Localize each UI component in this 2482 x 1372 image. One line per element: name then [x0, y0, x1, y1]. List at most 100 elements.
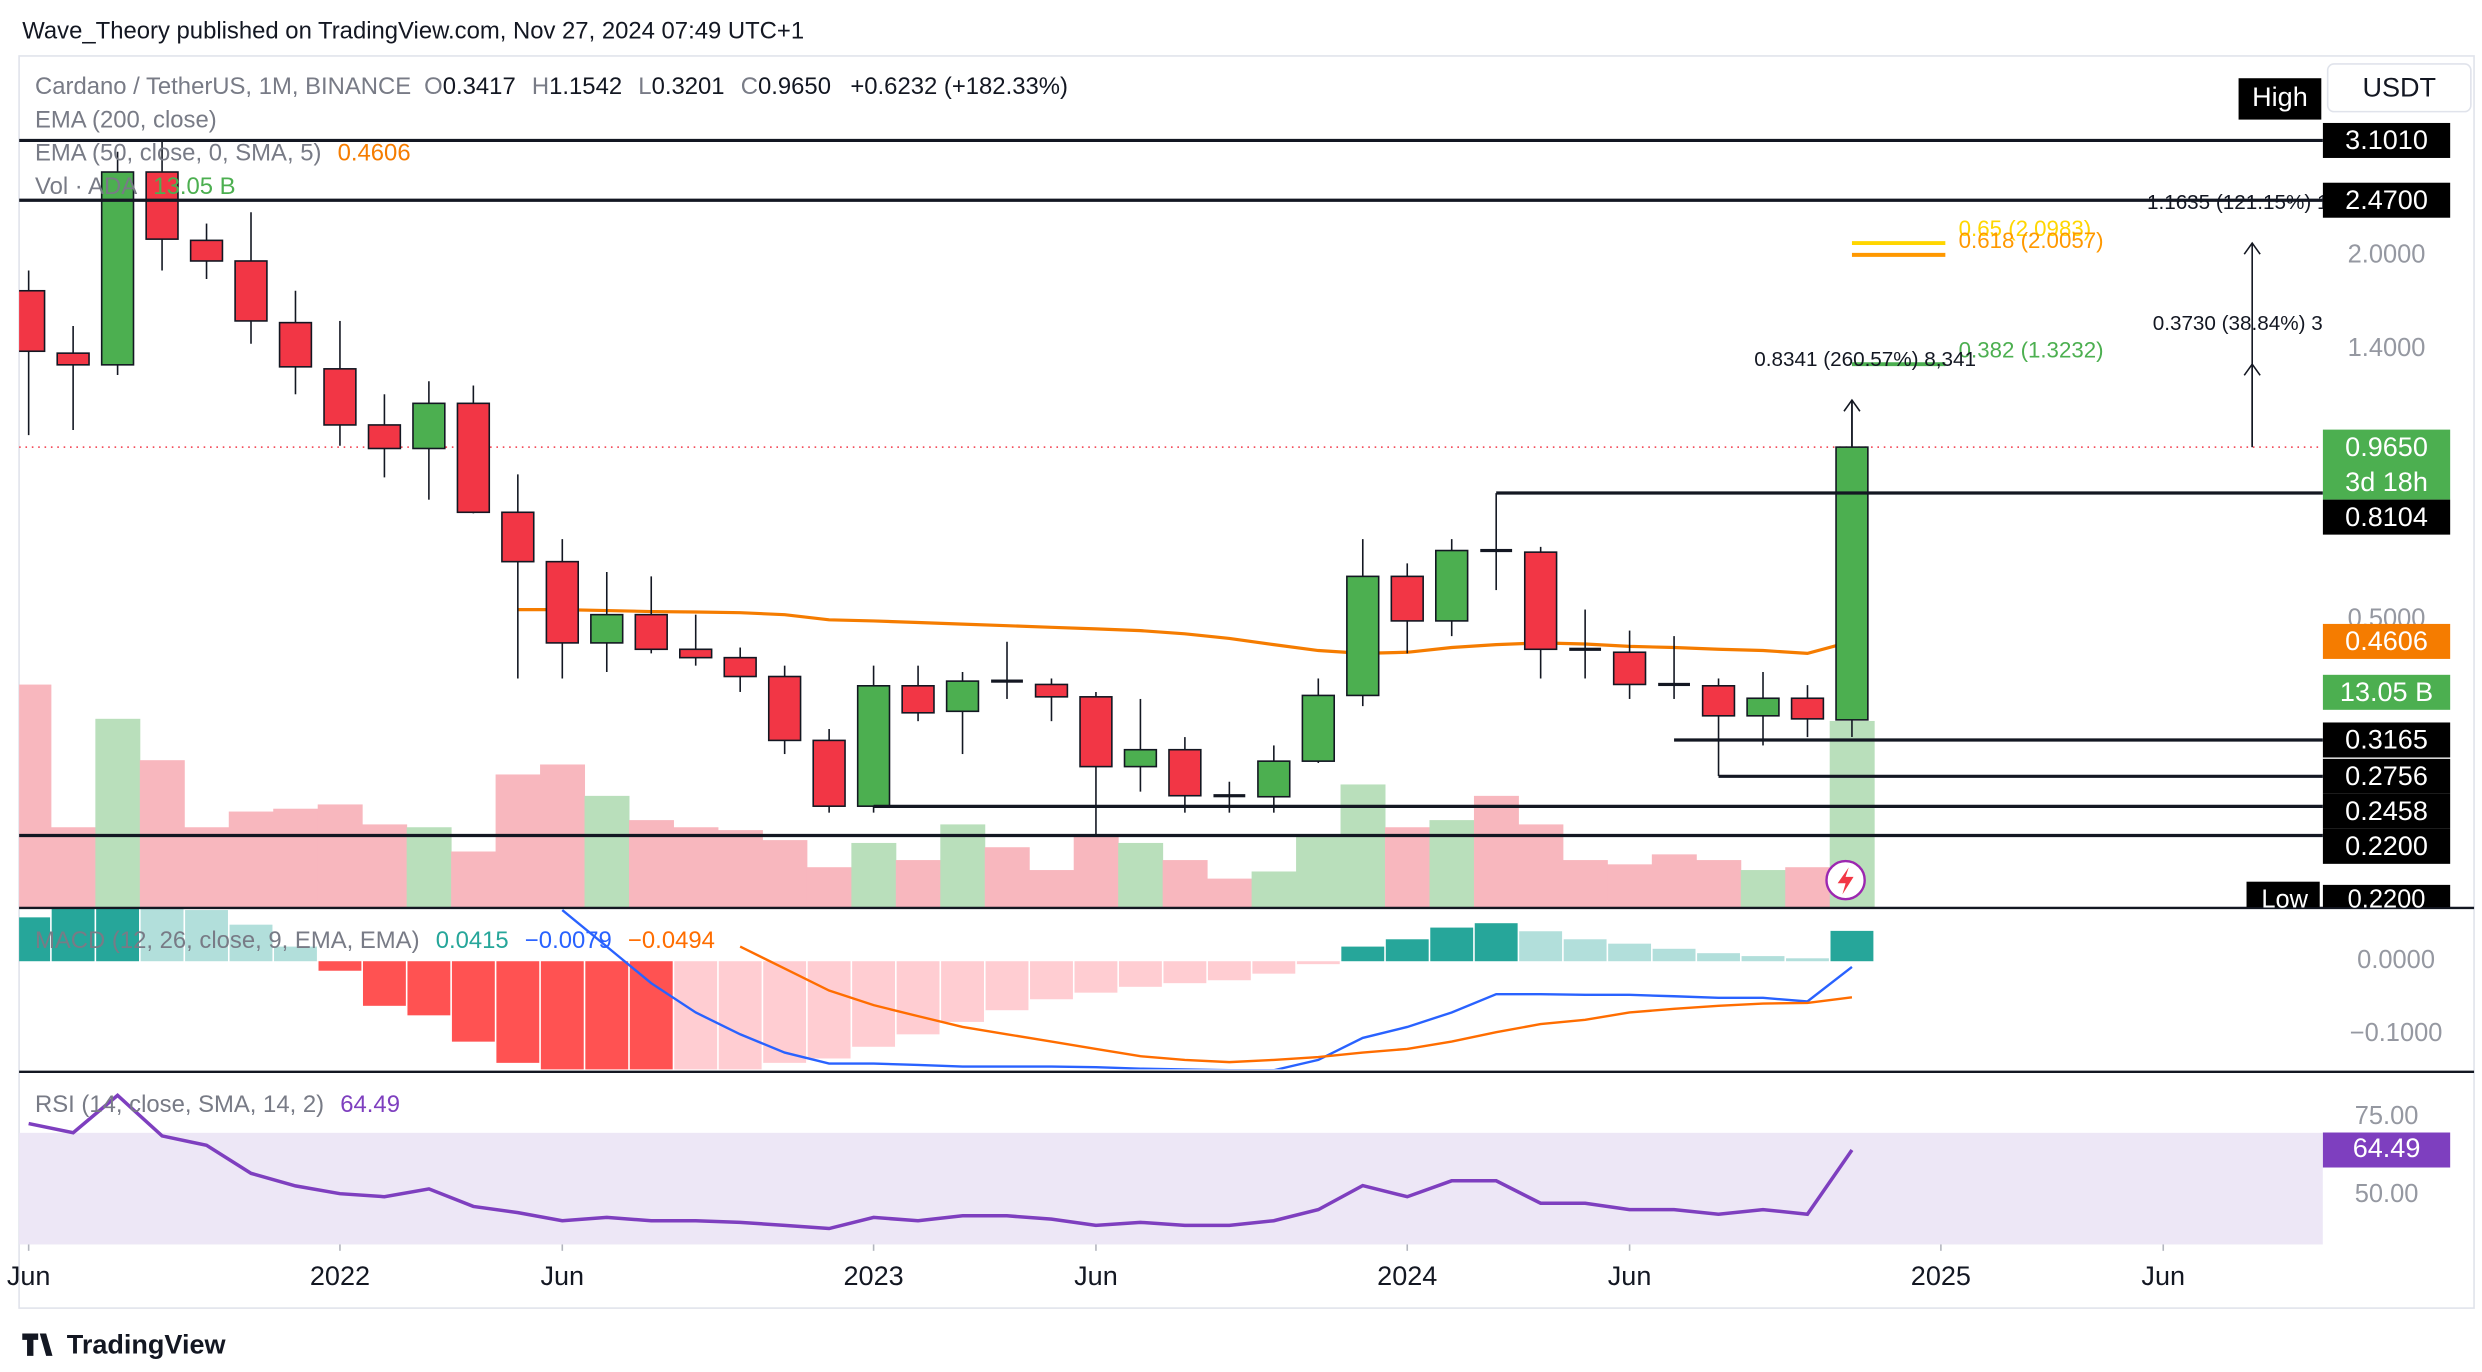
candle-body	[767, 675, 802, 742]
volume-bar	[1162, 860, 1208, 908]
macd-histogram-bar	[1652, 948, 1696, 962]
legend-open: 0.3417	[443, 73, 516, 100]
macd-histogram-bar	[1118, 961, 1162, 987]
volume-title: Vol · ADA	[35, 173, 137, 200]
volume-bar	[1518, 824, 1564, 908]
legend-key: O	[424, 73, 443, 100]
ema50-line	[517, 608, 1853, 655]
y-tick-label: 75.00	[2355, 1102, 2419, 1130]
x-tick-label: Jun	[1608, 1261, 1652, 1291]
price-label: 0.3165	[2345, 725, 2428, 755]
candle-body	[189, 239, 224, 262]
low-box	[2246, 881, 2320, 908]
candle-body	[590, 613, 624, 644]
signal-value: −0.0494	[628, 927, 715, 954]
fib-label: 0.65 (2.0983)	[1959, 216, 2091, 241]
candle-body	[1123, 748, 1158, 768]
candle-body	[856, 685, 891, 807]
macd-histogram-bar	[362, 961, 406, 1006]
candle-body	[56, 352, 90, 366]
currency-label: USDT	[2362, 73, 2436, 103]
ema200-legend: EMA (200, close)	[35, 106, 217, 133]
low-value: 0.2200	[2348, 886, 2426, 914]
macd-line	[739, 945, 1853, 1064]
measure-label: 1.1635 (121.15%) 1	[2147, 191, 2329, 214]
price-legend: Cardano / TetherUS, 1M, BINANCE O0.3417 …	[35, 73, 1068, 100]
macd-histogram-bar	[1296, 961, 1340, 965]
low-value-box	[2322, 884, 2451, 908]
volume-bar	[139, 760, 185, 908]
macd-histogram-bar	[985, 961, 1029, 1011]
candle-body	[1523, 551, 1558, 651]
volume-bar	[1696, 860, 1742, 908]
macd-hist-value: 0.0415	[436, 927, 509, 954]
macd-histogram-bar	[807, 961, 851, 1059]
measure-arrowhead	[2243, 241, 2261, 255]
macd-histogram-bar	[1385, 939, 1429, 962]
volume-bar	[940, 824, 986, 908]
x-tick-label: 2023	[844, 1261, 904, 1291]
volume-bar	[584, 795, 630, 908]
rsi-label-box	[2322, 1132, 2451, 1168]
x-tick-label: Jun	[7, 1261, 51, 1291]
x-tick-label: 2025	[1911, 1261, 1971, 1291]
macd-histogram-bar	[1830, 930, 1874, 962]
rsi-label: 64.49	[2353, 1133, 2421, 1163]
volume-bar	[717, 830, 763, 908]
volume-bar	[1029, 870, 1075, 908]
candle-body	[1213, 794, 1246, 798]
candle-body	[1390, 575, 1424, 622]
volume-bar	[1385, 827, 1430, 908]
currency-button[interactable]	[2326, 63, 2472, 113]
candle-body	[1257, 760, 1291, 798]
price-pane: 0.65 (2.0983)0.618 (2.0057) 0.382 (1.3232…	[19, 138, 2329, 908]
macd-histogram-bar	[1030, 961, 1073, 1000]
volume-bar	[1651, 854, 1697, 908]
volume-bar	[1207, 878, 1253, 908]
y-tick-label: 50.00	[2355, 1180, 2419, 1208]
candle-body	[812, 739, 846, 807]
macd-histogram-bar	[318, 961, 362, 971]
volume-bar	[1740, 870, 1786, 908]
price-label-box	[2322, 793, 2451, 829]
candle-body	[412, 402, 446, 450]
volume-bar	[629, 820, 674, 908]
volume-bar	[673, 827, 719, 908]
ema50-legend: EMA (50, close, 0, SMA, 5) 0.4606	[35, 140, 411, 167]
candle-body	[1346, 575, 1380, 697]
candle-body	[945, 680, 980, 713]
macd-line	[561, 909, 1853, 1070]
candle-body	[1168, 748, 1202, 797]
candle-body	[545, 560, 580, 644]
volume-bar	[1473, 795, 1519, 908]
volume-bar	[95, 718, 141, 908]
macd-histogram-bar	[1608, 943, 1652, 962]
rsi-pane	[19, 1093, 2323, 1245]
candle-body	[1301, 694, 1336, 762]
macd-histogram-bar	[140, 908, 184, 962]
volume-bar	[495, 774, 541, 908]
fib-label: 0.618 (2.0057)	[1959, 228, 2104, 253]
macd-histogram-bar	[1741, 956, 1785, 962]
candle-body	[1658, 682, 1690, 687]
volume-bar	[806, 867, 852, 908]
macd-histogram-bar	[51, 908, 95, 962]
candle-body	[1790, 697, 1825, 720]
legend-change: +0.6232 (+182.33%)	[850, 73, 1068, 100]
price-label-box	[2322, 182, 2451, 218]
candle-body	[100, 171, 135, 366]
price-label-box	[2322, 674, 2451, 710]
volume-bar	[19, 684, 52, 908]
volume-bar	[762, 840, 808, 908]
macd-histogram-bar	[1163, 961, 1207, 984]
price-label-box	[2322, 122, 2451, 158]
macd-title: MACD (12, 26, close, 9, EMA, EMA)	[35, 927, 420, 954]
x-tick-label: 2024	[1377, 1261, 1437, 1291]
candle-body	[1034, 683, 1069, 698]
candle-body	[1079, 696, 1113, 768]
volume-bar	[1607, 864, 1653, 908]
candle-body	[145, 171, 179, 240]
symbol: Cardano / TetherUS, 1M, BINANCE	[35, 73, 411, 100]
candle-body	[1835, 446, 1869, 721]
low-label: Low	[2261, 886, 2308, 914]
